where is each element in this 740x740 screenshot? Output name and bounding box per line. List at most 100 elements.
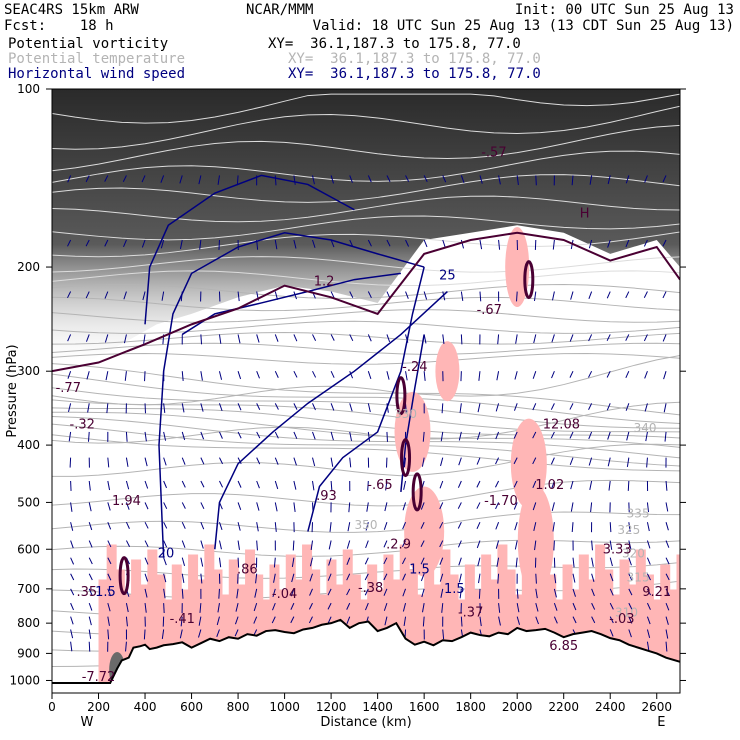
wind-vector <box>218 557 222 568</box>
wind-vector <box>122 175 127 182</box>
wind-vector <box>569 431 574 439</box>
wind-vector <box>293 175 296 185</box>
wind-vector <box>439 557 444 565</box>
wind-vector <box>216 629 220 637</box>
wind-vector <box>609 540 613 550</box>
low-pv-region <box>603 569 614 690</box>
wind-vector <box>569 334 574 342</box>
wind-vector <box>421 588 425 598</box>
low-pv-region <box>269 564 280 690</box>
wind-vector <box>256 522 259 532</box>
wind-vector <box>237 403 242 411</box>
contour-annotation: 12.08 <box>543 418 580 433</box>
wind-vector <box>514 540 518 550</box>
low-pv-region <box>676 554 680 690</box>
wind-vector <box>87 403 90 413</box>
theta-contour <box>52 511 680 533</box>
wind-vector <box>143 334 146 344</box>
wind-vector <box>405 291 409 299</box>
wind-vector <box>383 588 388 596</box>
contour-annotation: -.65 <box>367 478 392 493</box>
x-tick-label: 800 <box>227 700 250 714</box>
wind-vector <box>476 480 481 488</box>
wind-vector <box>457 540 462 548</box>
wind-vector <box>274 522 277 532</box>
wind-vector <box>591 557 594 567</box>
wind-vector <box>273 573 276 583</box>
theta-contour <box>52 479 680 507</box>
wind-vector <box>255 573 258 584</box>
wind-vector <box>588 291 593 300</box>
y-tick-label: 300 <box>17 364 40 378</box>
wind-vector <box>516 175 519 186</box>
wind-vector <box>386 175 391 182</box>
wind-vector <box>364 573 369 581</box>
wind-vector <box>200 502 205 510</box>
wind-vector <box>645 431 648 442</box>
wind-vector <box>256 540 258 551</box>
wind-vector <box>553 588 557 598</box>
theta-contour <box>52 320 680 334</box>
wind-vector <box>628 522 631 532</box>
low-pv-region <box>448 574 459 690</box>
wind-vector <box>67 371 72 379</box>
wind-vector <box>628 540 632 550</box>
wind-vector <box>460 616 463 627</box>
wind-vector <box>383 602 388 611</box>
wind-vector <box>179 175 183 184</box>
wind-vector <box>643 334 648 342</box>
wind-vector <box>646 540 651 549</box>
wind-vector <box>163 588 166 599</box>
wind-vector <box>273 557 276 568</box>
contour-annotation: -.57 <box>481 145 506 160</box>
wind-vector <box>628 616 633 624</box>
wind-vector <box>646 557 651 565</box>
low-pv-region <box>562 564 573 690</box>
wind-vector <box>107 557 112 565</box>
wind-vector <box>553 573 557 584</box>
wind-vector <box>236 175 239 186</box>
wind-vector <box>181 480 186 488</box>
low-pv-region <box>204 544 215 690</box>
wind-vector <box>571 522 574 533</box>
wind-vector <box>310 540 313 551</box>
low-pv-region <box>432 584 443 690</box>
wind-vector <box>88 616 92 626</box>
wind-vector <box>367 371 372 380</box>
y-tick-label: 500 <box>17 495 40 509</box>
wind-vector <box>349 457 352 468</box>
wind-vector <box>665 641 668 652</box>
wind-vector <box>70 502 73 512</box>
wind-vector <box>327 616 332 624</box>
wind-vector <box>551 334 555 343</box>
wind-vector <box>85 291 90 299</box>
theta-contour <box>52 195 680 223</box>
wind-vector <box>384 616 388 626</box>
wind-vector <box>327 573 332 581</box>
wind-vector <box>144 603 147 613</box>
low-pv-region <box>179 589 190 690</box>
wind-vector <box>457 502 462 509</box>
wind-vector <box>237 522 241 531</box>
terrain-line <box>52 618 680 685</box>
wind-vector <box>274 431 279 439</box>
wind-vector <box>591 602 596 610</box>
theta-contour <box>52 174 680 203</box>
wind-vector <box>88 522 93 531</box>
wind-vector <box>550 431 555 439</box>
low-pv-region <box>505 569 516 690</box>
low-pv-region <box>383 554 394 690</box>
wind-vector <box>383 540 388 548</box>
wind-vector <box>609 602 614 610</box>
wind-vector <box>293 239 297 249</box>
wind-vector <box>125 521 130 529</box>
wind-vector <box>85 175 90 183</box>
wind-vector <box>67 334 72 342</box>
wind-speed-contour <box>307 266 425 532</box>
wind-vector <box>106 403 109 414</box>
wind-vector <box>144 588 148 598</box>
wind-vector <box>457 480 462 488</box>
wind-vector <box>88 557 93 565</box>
y-tick-label: 700 <box>17 582 40 596</box>
wind-vector <box>200 521 205 530</box>
